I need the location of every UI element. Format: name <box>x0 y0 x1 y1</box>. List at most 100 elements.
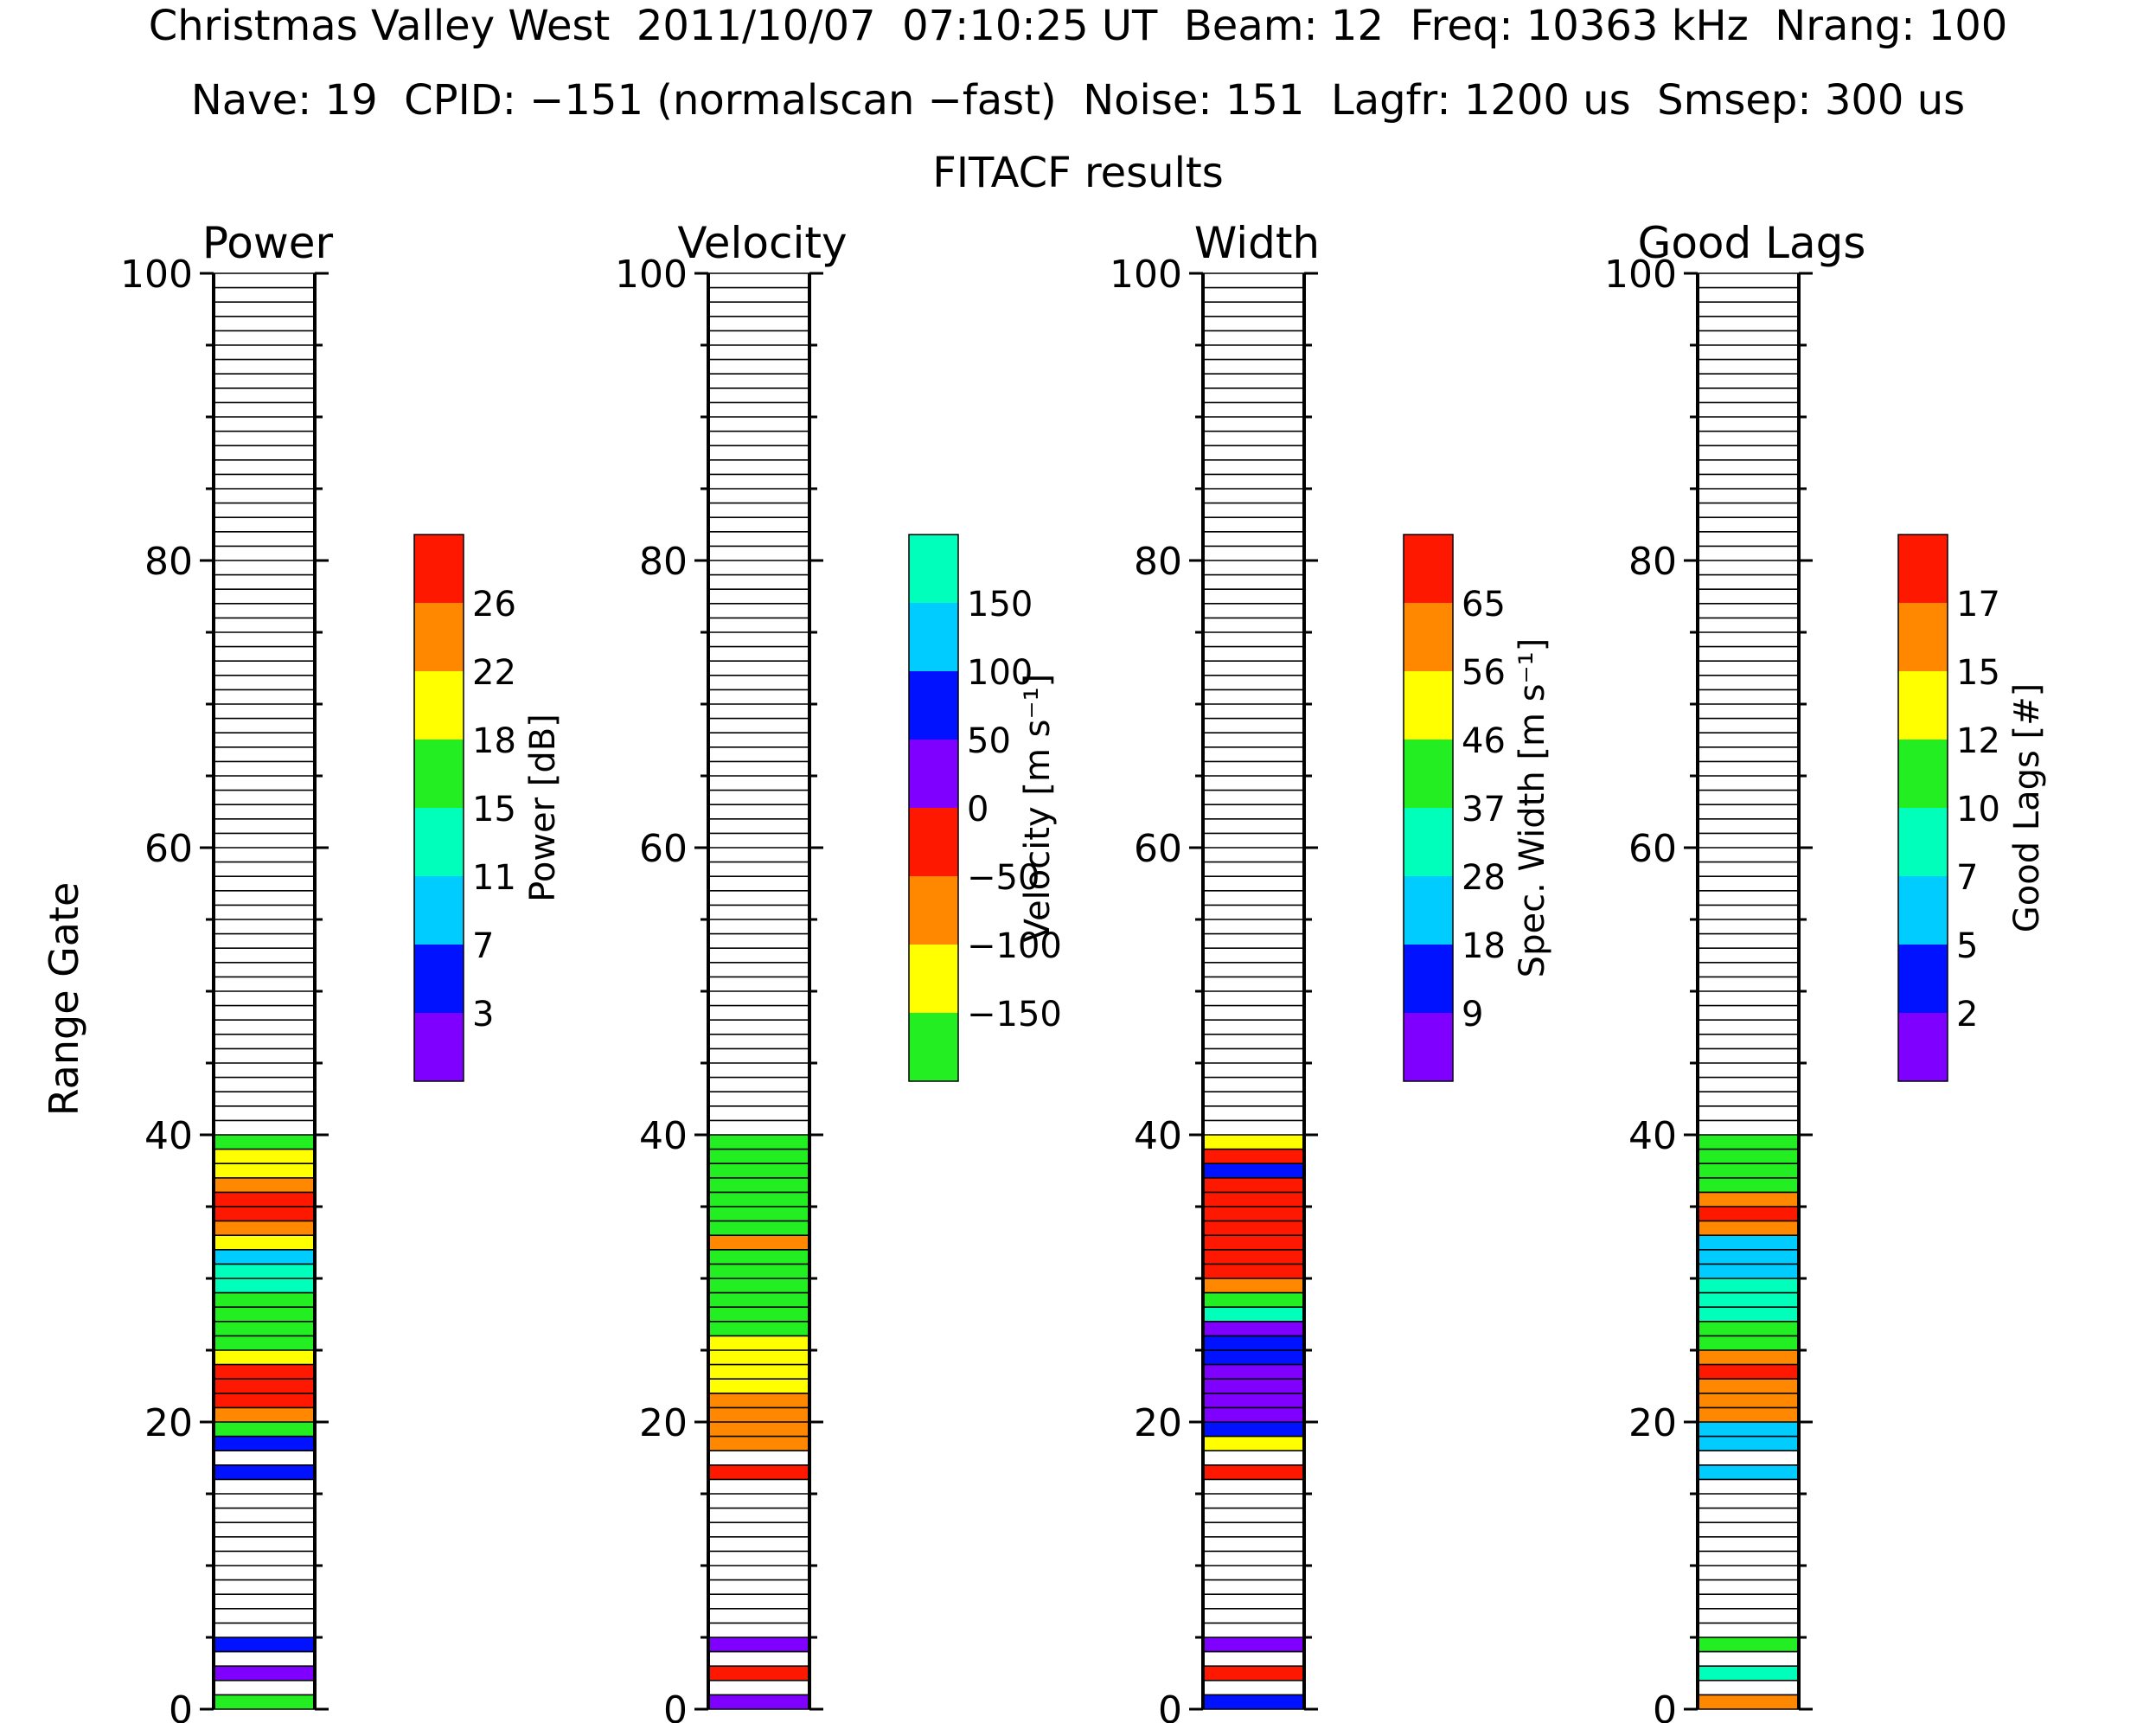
colorbar-segment <box>414 671 464 740</box>
range-cell <box>1203 1149 1304 1164</box>
range-cell <box>214 1407 315 1422</box>
range-cell <box>1203 1350 1304 1365</box>
range-cell <box>214 1149 315 1164</box>
range-cell <box>1203 1307 1304 1322</box>
colorbar-segment <box>1898 535 1948 603</box>
range-cell <box>214 1192 315 1207</box>
range-cell <box>1698 1163 1799 1178</box>
range-cell <box>214 1637 315 1652</box>
colorbar-segment <box>1898 808 1948 876</box>
colorbar-segment <box>1898 603 1948 671</box>
colorbar-label: Good Lags [#] <box>2007 683 2047 933</box>
colorbar-tick-label: 18 <box>472 721 516 761</box>
y-tick-label: 20 <box>144 1401 193 1445</box>
colorbar-tick-label: 11 <box>472 858 516 898</box>
y-tick-label: 60 <box>639 827 688 871</box>
colorbar-segment <box>909 945 958 1013</box>
range-cell <box>1203 1177 1304 1193</box>
panel-1: Velocity 0 20 40 60 80 100 −150 −100 −50 0 50 100 150… <box>615 218 1062 1723</box>
panel-title: Width <box>1194 218 1320 268</box>
range-cell <box>1698 1694 1799 1709</box>
range-cell <box>708 1364 809 1380</box>
colorbar-segment <box>1898 945 1948 1013</box>
colorbar-segment <box>1404 740 1453 808</box>
range-cell <box>1698 1436 1799 1451</box>
colorbar-tick-label: 28 <box>1462 858 1506 898</box>
colorbar-segment <box>909 740 958 808</box>
range-cell <box>708 1235 809 1250</box>
range-cell <box>214 1207 315 1221</box>
colorbar-segment <box>909 535 958 603</box>
range-cell <box>1203 1192 1304 1207</box>
colorbar-segment <box>909 876 958 945</box>
range-cell <box>1203 1464 1304 1480</box>
range-cell <box>214 1307 315 1322</box>
y-tick-label: 80 <box>144 540 193 584</box>
colorbar-tick-label: 5 <box>1956 926 1978 966</box>
range-cell <box>1203 1694 1304 1709</box>
colorbar-tick-label: 15 <box>1956 653 2000 693</box>
range-cell <box>1203 1292 1304 1308</box>
panel-title: Power <box>202 218 334 268</box>
range-cell <box>214 1163 315 1178</box>
range-cell <box>1698 1464 1799 1480</box>
colorbar-segment <box>1898 740 1948 808</box>
range-cell <box>1203 1637 1304 1652</box>
colorbar-frame <box>908 534 959 1082</box>
colorbar-segment <box>1404 808 1453 876</box>
range-cell <box>708 1379 809 1393</box>
range-cell <box>708 1220 809 1236</box>
colorbar-segment <box>414 808 464 876</box>
colorbar-tick-label: −150 <box>967 995 1062 1034</box>
colorbar-tick-label: 22 <box>472 653 516 693</box>
colorbar-segment <box>414 876 464 945</box>
y-tick-label: 0 <box>663 1688 688 1723</box>
colorbar-tick-label: 18 <box>1462 926 1506 966</box>
range-cell <box>708 1335 809 1350</box>
range-cell <box>1203 1264 1304 1278</box>
colorbar-tick-label: 2 <box>1956 995 1978 1034</box>
range-cell <box>708 1422 809 1437</box>
range-cell <box>1698 1422 1799 1437</box>
panel-title: Velocity <box>677 218 847 268</box>
range-cell <box>1203 1135 1304 1150</box>
y-tick-label: 40 <box>1134 1114 1182 1158</box>
range-cell <box>214 1422 315 1437</box>
range-cell <box>214 1464 315 1480</box>
colorbar-label: Spec. Width [m s⁻¹] <box>1513 638 1552 978</box>
range-cell <box>1203 1335 1304 1350</box>
range-cell <box>1698 1177 1799 1193</box>
range-cell <box>708 1163 809 1178</box>
colorbar-segment <box>1404 671 1453 740</box>
colorbar-segment <box>1898 671 1948 740</box>
y-tick-label: 100 <box>120 253 193 297</box>
colorbar-tick-label: 17 <box>1956 585 2000 625</box>
colorbar-segment <box>1898 1013 1948 1081</box>
range-cell <box>214 1379 315 1393</box>
range-cell <box>1698 1407 1799 1422</box>
range-cell <box>1203 1321 1304 1336</box>
y-tick-label: 0 <box>1653 1688 1677 1723</box>
range-cell <box>708 1666 809 1681</box>
range-cell <box>708 1436 809 1451</box>
range-cell <box>214 1335 315 1350</box>
range-cell <box>1203 1235 1304 1250</box>
range-cell <box>708 1207 809 1221</box>
range-cell <box>1698 1379 1799 1393</box>
colorbar-tick-label: 56 <box>1462 653 1506 693</box>
range-cell <box>214 1220 315 1236</box>
y-tick-label: 80 <box>1628 540 1677 584</box>
range-cell <box>1698 1307 1799 1322</box>
y-tick-label: 40 <box>639 1114 688 1158</box>
y-axis-label: Range Gate <box>41 882 87 1117</box>
range-cell <box>1698 1292 1799 1308</box>
range-cell <box>1203 1163 1304 1178</box>
y-tick-label: 100 <box>615 253 688 297</box>
range-cell <box>708 1321 809 1336</box>
colorbar-tick-label: 9 <box>1462 995 1483 1034</box>
range-cell <box>708 1249 809 1265</box>
range-cell <box>708 1637 809 1652</box>
y-tick-label: 60 <box>1134 827 1182 871</box>
colorbar-tick-label: 65 <box>1462 585 1506 625</box>
colorbar-segment <box>1404 876 1453 945</box>
